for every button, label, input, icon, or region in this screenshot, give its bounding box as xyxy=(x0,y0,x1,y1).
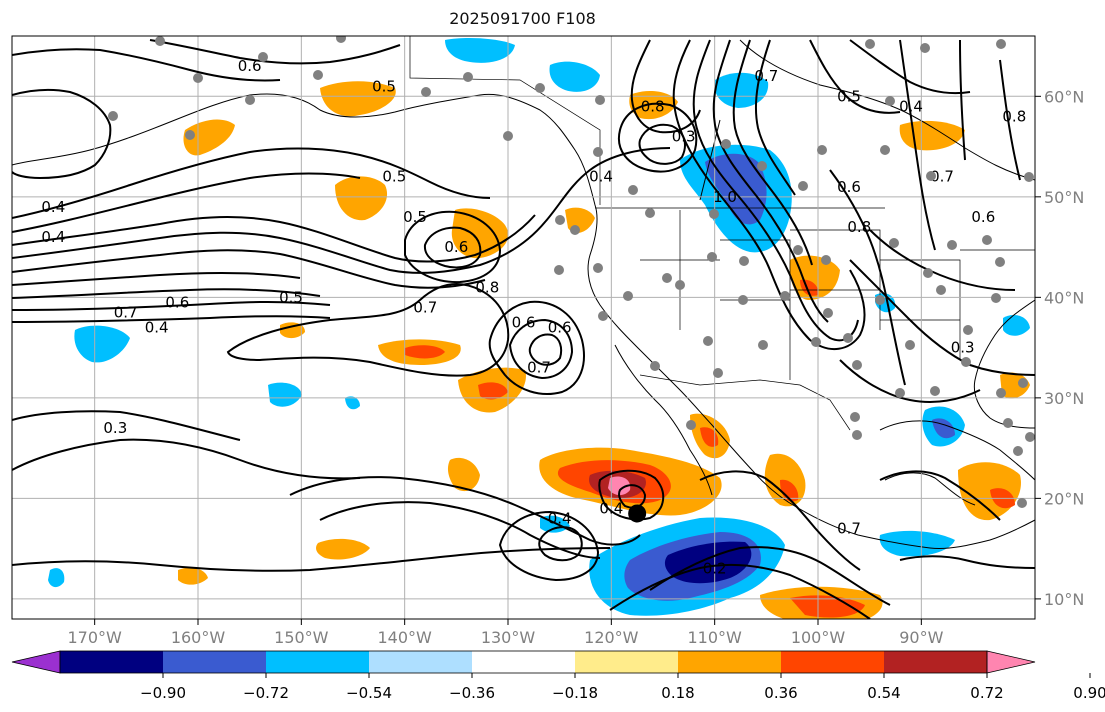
contour-label: 0.4 xyxy=(548,509,572,527)
contour-label: 0.6 xyxy=(444,238,468,256)
contour-label: 0.5 xyxy=(372,77,396,95)
lon-tick-label: 160°W xyxy=(171,628,226,647)
lat-tick-label: 50°N xyxy=(1044,188,1084,207)
contour-label: 0.4 xyxy=(41,198,65,216)
latitude-labels: 60°N 50°N 40°N 30°N 20°N 10°N xyxy=(1044,87,1084,609)
storm-center-marker xyxy=(628,504,646,522)
lon-tick-label: 140°W xyxy=(377,628,432,647)
contour-label: 0.4 xyxy=(41,228,65,246)
contour-label: 0.7 xyxy=(527,359,551,377)
contour-label: 0.6 xyxy=(837,178,861,196)
contour-label: 0.6 xyxy=(238,57,262,75)
contour-label: 0.7 xyxy=(114,303,138,321)
contour-label: 0.6 xyxy=(165,293,189,311)
contour-label: 0.4 xyxy=(145,319,169,337)
contour-label: 0.8 xyxy=(1002,107,1026,125)
contour-label: 0.2 xyxy=(703,560,727,578)
lon-tick-label: 150°W xyxy=(274,628,329,647)
lat-tick-label: 10°N xyxy=(1044,590,1084,609)
lon-tick-label: 100°W xyxy=(791,628,846,647)
lon-tick-label: 110°W xyxy=(687,628,742,647)
contour-label: 0.6 xyxy=(971,208,995,226)
lon-tick-label: 120°W xyxy=(584,628,639,647)
lat-tick-label: 20°N xyxy=(1044,489,1084,508)
contour-label: 0.5 xyxy=(382,168,406,186)
contour-label: 0.5 xyxy=(279,288,303,306)
contour-label: 0.4 xyxy=(599,499,623,517)
contour-label: 0.3 xyxy=(103,419,127,437)
contour-label: 0.3 xyxy=(672,128,696,146)
lon-tick-label: 90°W xyxy=(899,628,943,647)
contour-label: 0.3 xyxy=(951,339,975,357)
lat-tick-label: 40°N xyxy=(1044,288,1084,307)
contour-label: 0.7 xyxy=(413,298,437,316)
contour-label: 0.4 xyxy=(899,97,923,115)
contour-label: 0.7 xyxy=(754,67,778,85)
contour-label: 0.8 xyxy=(847,218,871,236)
lon-tick-label: 130°W xyxy=(481,628,536,647)
lon-tick-label: 170°W xyxy=(67,628,122,647)
longitude-labels: 170°W 160°W 150°W 140°W 130°W 120°W 110°W 100°W… xyxy=(67,628,943,647)
contour-label: 1.0 xyxy=(713,188,737,206)
lat-tick-label: 30°N xyxy=(1044,389,1084,408)
contour-label: 0.7 xyxy=(837,520,861,538)
lat-tick-label: 60°N xyxy=(1044,87,1084,106)
contour-label: 0.5 xyxy=(403,208,427,226)
contour-label: 0.6 xyxy=(512,313,536,331)
contour-label: 0.8 xyxy=(475,278,499,296)
contour-label: 0.4 xyxy=(589,168,613,186)
contour-label: 0.8 xyxy=(641,97,665,115)
contour-label: 0.6 xyxy=(548,319,572,337)
contour-label: 0.5 xyxy=(837,87,861,105)
